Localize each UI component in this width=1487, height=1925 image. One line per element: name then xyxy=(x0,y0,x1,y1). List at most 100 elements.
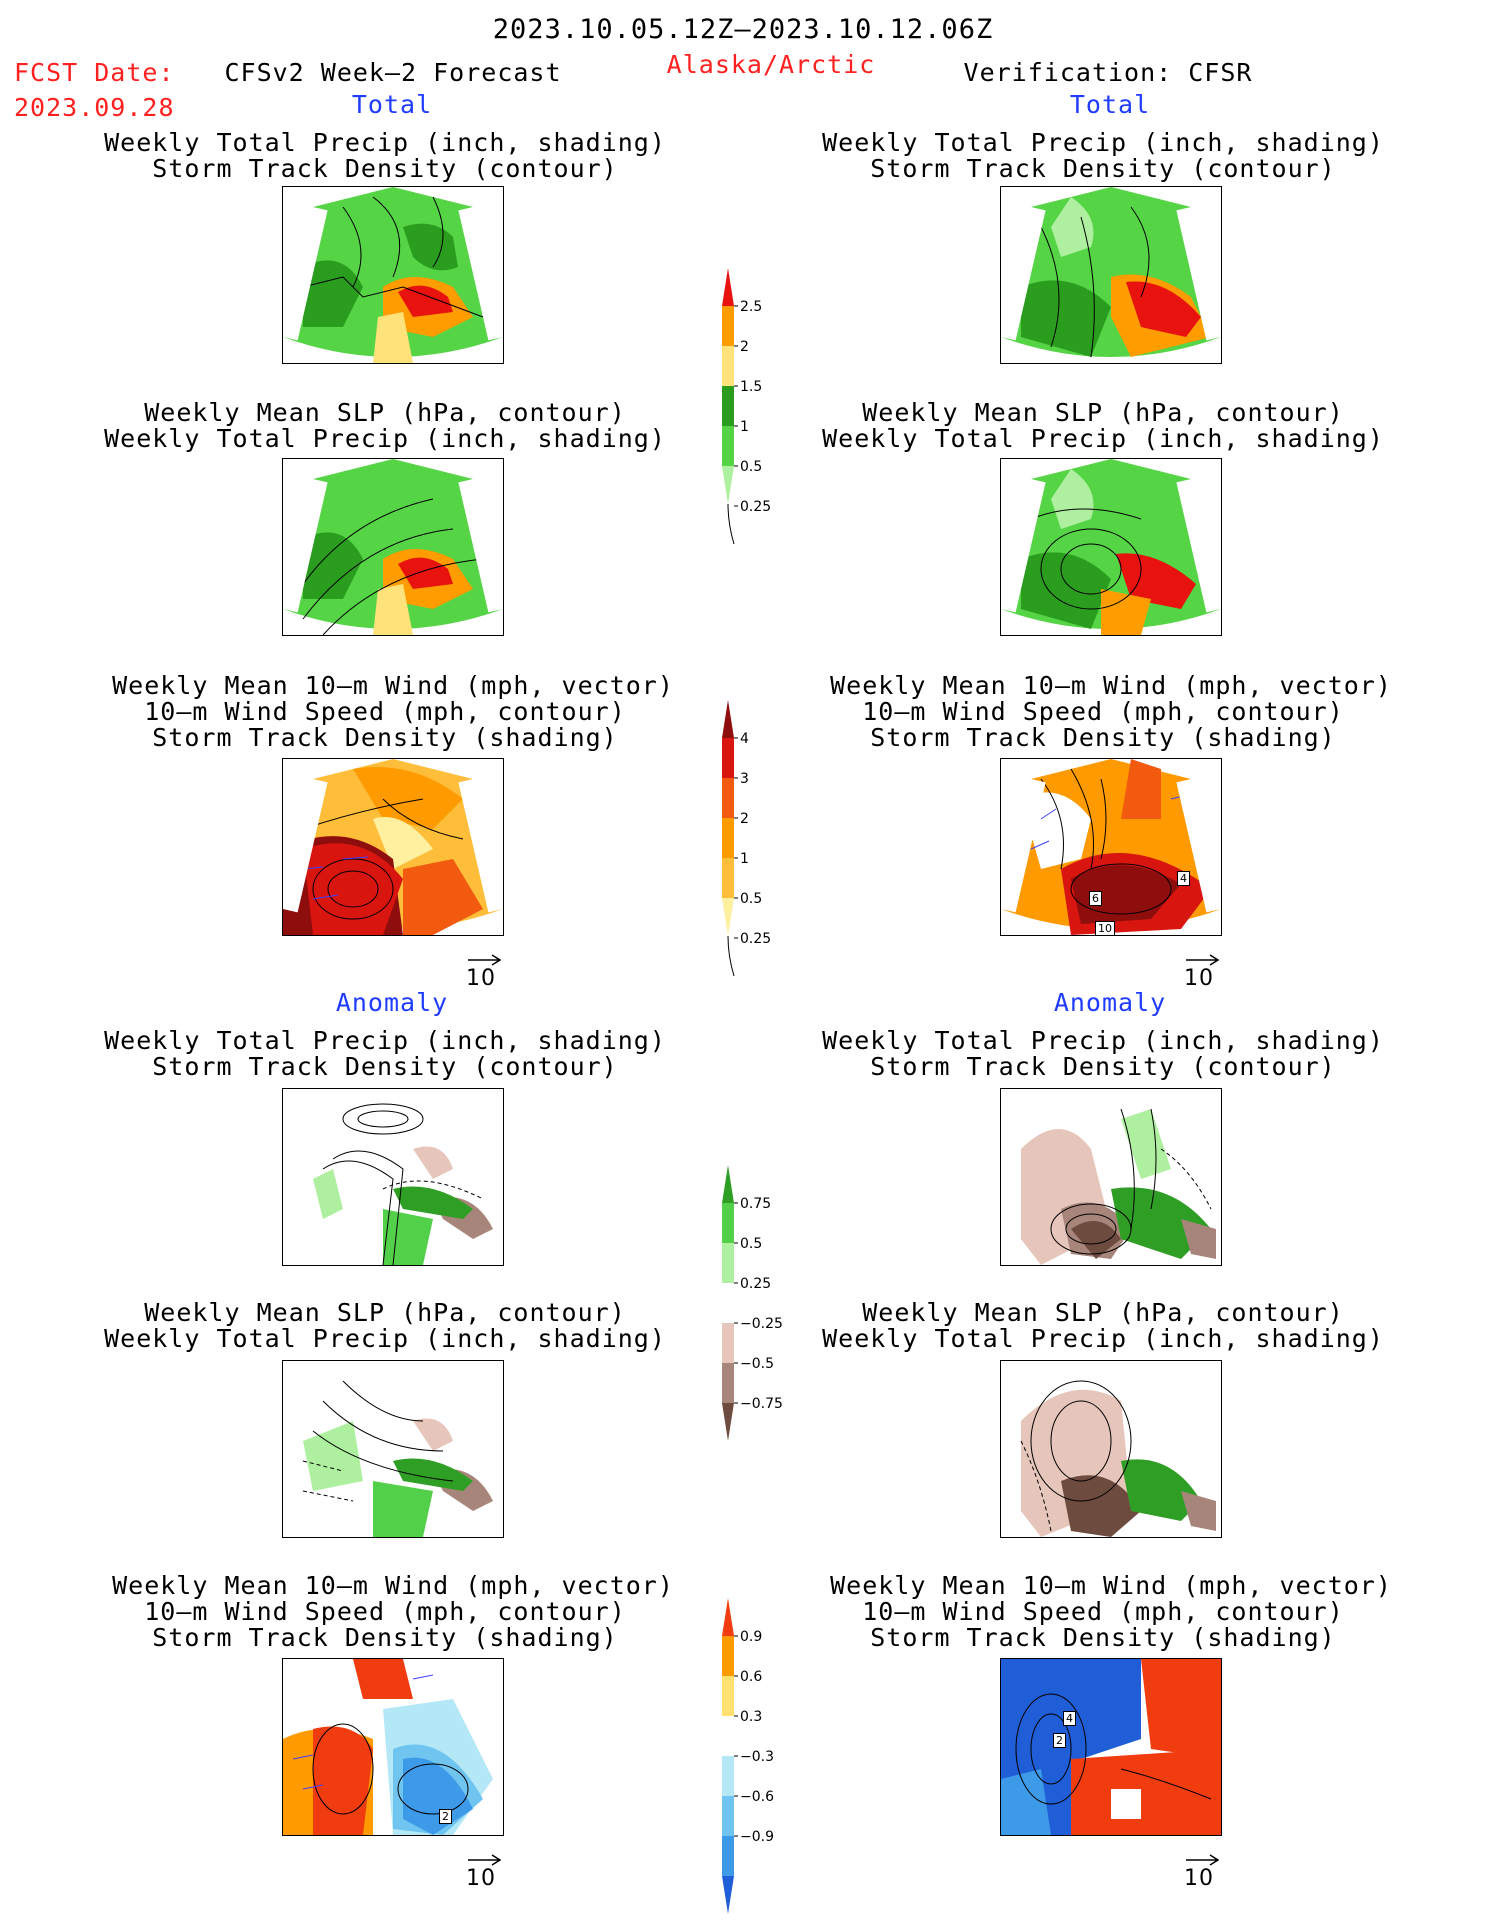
arrow-right-icon xyxy=(468,1854,502,1866)
ref-vector-r3-left: 10 xyxy=(466,952,506,990)
title-r2-left-2: Weekly Total Precip (inch, shading) xyxy=(104,424,666,453)
colorbar-label: 0.25 xyxy=(740,1276,771,1292)
ref-vector-label: 10 xyxy=(466,966,496,991)
colorbar-label: −0.5 xyxy=(740,1356,774,1372)
title-r3-left-2: 10–m Wind Speed (mph, contour) xyxy=(144,697,626,726)
colorbar-label: 0.5 xyxy=(740,891,762,907)
title-r2-right-2: Weekly Total Precip (inch, shading) xyxy=(822,424,1384,453)
ref-vector-label: 10 xyxy=(1184,1866,1214,1891)
title-r4-right-2: Storm Track Density (contour) xyxy=(870,1052,1336,1081)
colorbar-tail xyxy=(727,935,735,977)
map-fcst-total-precip xyxy=(282,186,504,364)
colorbar-label: 1 xyxy=(740,419,749,435)
colorbar-swatch xyxy=(722,426,734,466)
title-r2-right-1: Weekly Mean SLP (hPa, contour) xyxy=(862,398,1344,427)
map-fcst-total-wind xyxy=(282,758,504,936)
colorbar-swatch xyxy=(722,1796,734,1836)
colorbar-label: 1.5 xyxy=(740,379,762,395)
colorbar-label: 1 xyxy=(740,851,749,867)
title-r1-right-2: Storm Track Density (contour) xyxy=(870,154,1336,183)
colorbar-label: 0.3 xyxy=(740,1709,762,1725)
title-r5-right-1: Weekly Mean SLP (hPa, contour) xyxy=(862,1298,1344,1327)
title-r4-right-1: Weekly Total Precip (inch, shading) xyxy=(822,1026,1384,1055)
colorbar-label: −0.3 xyxy=(740,1749,774,1765)
colorbar-label: 0.25 xyxy=(740,499,771,515)
ref-vector-r6-left: 10 xyxy=(466,1852,506,1890)
map-fcst-anom-wind: 2 xyxy=(282,1658,504,1836)
colorbar-swatch xyxy=(722,386,734,426)
map-verif-total-slp xyxy=(1000,458,1222,636)
colorbar-svg: 0.9 0.6 0.3 −0.3 −0.6 −0.9 xyxy=(722,1598,774,1914)
ref-vector-label: 10 xyxy=(1184,966,1214,991)
box-label: 4 xyxy=(1063,1711,1076,1726)
title-r6-right-3: Storm Track Density (shading) xyxy=(870,1623,1336,1652)
colorbar-tail xyxy=(727,503,735,545)
colorbar-label: 0.5 xyxy=(740,1236,762,1252)
colorbar-swatch xyxy=(722,1598,734,1636)
colorbar-swatch xyxy=(722,1283,734,1323)
map-verif-anom-slp xyxy=(1000,1360,1222,1538)
colorbar-swatch xyxy=(722,700,734,738)
colorbar-swatch xyxy=(722,466,734,504)
colorbar-label: 2.5 xyxy=(740,299,762,315)
colorbar-total-precip: 2.5 2 1.5 1 0.5 0.25 xyxy=(722,268,802,548)
box-label: 2 xyxy=(439,1809,452,1824)
title-r6-left-3: Storm Track Density (shading) xyxy=(152,1623,618,1652)
colorbar-swatch xyxy=(722,1636,734,1676)
colorbar-label: −0.75 xyxy=(740,1396,783,1412)
title-r6-left-1: Weekly Mean 10–m Wind (mph, vector) xyxy=(112,1571,674,1600)
colorbar-label: 0.5 xyxy=(740,459,762,475)
colorbar-swatch xyxy=(722,1756,734,1796)
colorbar-label: 2 xyxy=(740,811,749,827)
arrow-right-icon xyxy=(468,954,502,966)
colorbar-anom-precip: 0.75 0.5 0.25 −0.25 −0.5 −0.75 xyxy=(722,1165,802,1445)
period-title: 2023.10.05.12Z–2023.10.12.06Z xyxy=(492,14,994,45)
map-verif-anom-wind: 4 2 xyxy=(1000,1658,1222,1836)
fcst-date-label: FCST Date: xyxy=(14,58,175,87)
title-r6-right-1: Weekly Mean 10–m Wind (mph, vector) xyxy=(830,1571,1392,1600)
colorbar-swatch xyxy=(722,346,734,386)
title-r1-left-2: Storm Track Density (contour) xyxy=(152,154,618,183)
colorbar-anom-storm: 0.9 0.6 0.3 −0.3 −0.6 −0.9 xyxy=(722,1598,802,1918)
box-label: 4 xyxy=(1177,871,1190,886)
colorbar-label: 0.6 xyxy=(740,1669,762,1685)
colorbar-swatch xyxy=(722,778,734,818)
title-r4-left-1: Weekly Total Precip (inch, shading) xyxy=(104,1026,666,1055)
colorbar-swatch xyxy=(722,306,734,346)
map-fcst-anom-slp xyxy=(282,1360,504,1538)
colorbar-total-storm: 4 3 2 1 0.5 0.25 xyxy=(722,700,802,980)
ref-vector-r3-right: 10 xyxy=(1184,952,1224,990)
title-r5-left-1: Weekly Mean SLP (hPa, contour) xyxy=(144,1298,626,1327)
region-title: Alaska/Arctic xyxy=(666,50,876,79)
title-r3-left-1: Weekly Mean 10–m Wind (mph, vector) xyxy=(112,671,674,700)
title-r6-left-2: 10–m Wind Speed (mph, contour) xyxy=(144,1597,626,1626)
colorbar-svg: 2.5 2 1.5 1 0.5 0.25 xyxy=(722,268,771,545)
colorbar-svg: 4 3 2 1 0.5 0.25 xyxy=(722,700,771,977)
ref-vector-label: 10 xyxy=(466,1866,496,1891)
title-r2-left-1: Weekly Mean SLP (hPa, contour) xyxy=(144,398,626,427)
arrow-right-icon xyxy=(1186,1854,1220,1866)
colorbar-swatch xyxy=(722,1243,734,1283)
colorbar-swatch xyxy=(722,1676,734,1716)
box-label: 6 xyxy=(1089,891,1102,906)
colorbar-label: 4 xyxy=(740,731,749,747)
map-verif-anom-precip xyxy=(1000,1088,1222,1266)
title-r5-right-2: Weekly Total Precip (inch, shading) xyxy=(822,1324,1384,1353)
colorbar-label: 0.25 xyxy=(740,931,771,947)
colorbar-swatch xyxy=(722,268,734,306)
box-label: 2 xyxy=(1053,1733,1066,1748)
map-fcst-anom-precip xyxy=(282,1088,504,1266)
section-anomaly-left: Anomaly xyxy=(335,988,449,1017)
colorbar-swatch xyxy=(722,818,734,858)
colorbar-svg: 0.75 0.5 0.25 −0.25 −0.5 −0.75 xyxy=(722,1165,783,1441)
colorbar-swatch xyxy=(722,1876,734,1914)
colorbar-label: 0.9 xyxy=(740,1629,762,1645)
colorbar-label: 3 xyxy=(740,771,749,787)
colorbar-swatch xyxy=(722,738,734,778)
colorbar-swatch xyxy=(722,898,734,936)
section-total-right: Total xyxy=(1069,90,1151,119)
section-anomaly-right: Anomaly xyxy=(1053,988,1167,1017)
map-fcst-total-slp xyxy=(282,458,504,636)
title-r3-right-1: Weekly Mean 10–m Wind (mph, vector) xyxy=(830,671,1392,700)
colorbar-swatch xyxy=(722,1323,734,1363)
